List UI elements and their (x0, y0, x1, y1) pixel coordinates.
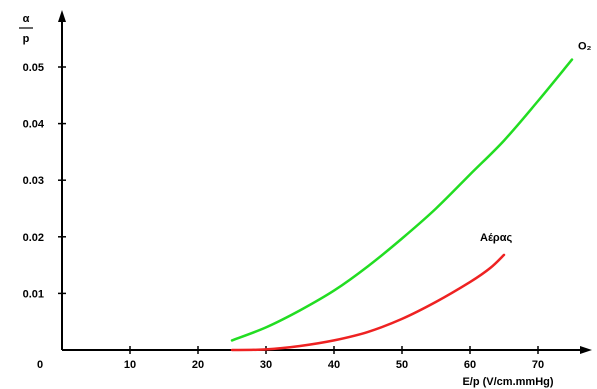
x-tick-label: 70 (532, 359, 544, 371)
y-tick-label: 0.04 (23, 119, 45, 131)
y-tick-label: 0.01 (23, 288, 44, 300)
x-tick-label: 0 (37, 359, 43, 371)
axes (58, 10, 592, 354)
y-tick-label: 0.02 (23, 232, 44, 244)
y-axis-label-denominator: p (23, 33, 30, 45)
x-tick-label: 60 (464, 359, 476, 371)
y-ticks: 0.01 0.02 0.03 0.04 0.05 (23, 62, 66, 300)
series-label: Αέρας (480, 232, 512, 244)
x-ticks: 0 10 20 30 40 50 60 70 (37, 346, 544, 371)
x-tick-label: 40 (328, 359, 340, 371)
series-labels: O₂ Αέρας (480, 41, 592, 244)
x-tick-label: 30 (260, 359, 272, 371)
series-line (230, 58, 574, 342)
x-axis-arrow (580, 346, 592, 354)
y-axis-label: α p (19, 13, 33, 45)
y-tick-label: 0.03 (23, 175, 44, 187)
x-tick-label: 20 (192, 359, 204, 371)
x-axis-label: E/p (V/cm.mmHg) (462, 376, 553, 388)
y-axis-arrow (58, 10, 66, 22)
y-axis-label-numerator: α (23, 13, 30, 25)
x-tick-label: 10 (124, 359, 136, 371)
x-tick-label: 50 (396, 359, 408, 371)
y-tick-label: 0.05 (23, 62, 44, 74)
series-group (230, 58, 574, 352)
series-line (230, 253, 506, 352)
series-label: O₂ (578, 41, 592, 53)
